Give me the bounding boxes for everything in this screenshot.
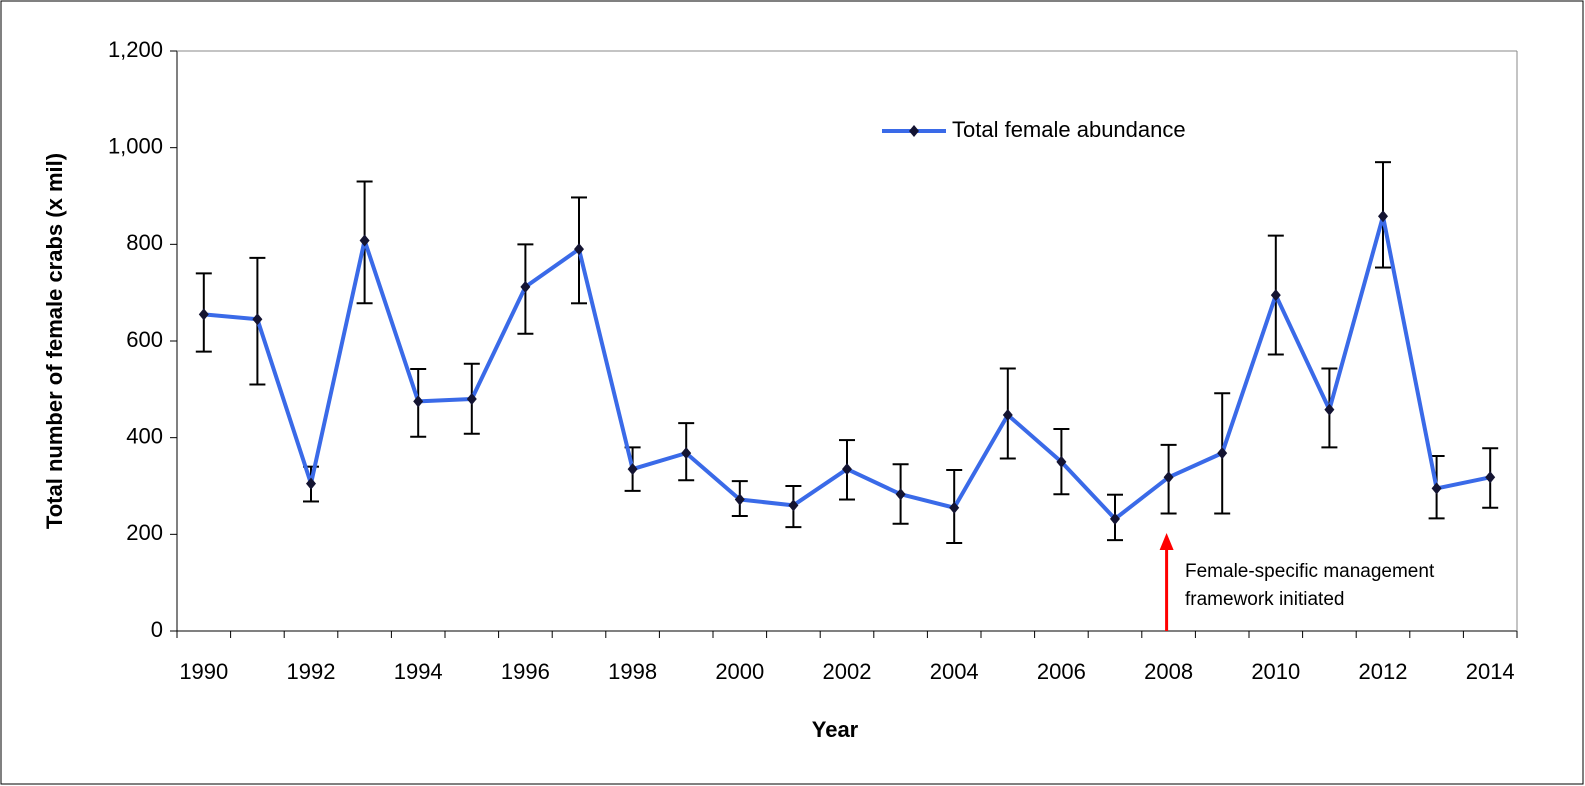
marker (1431, 482, 1442, 495)
x-tick-label: 1992 (287, 659, 336, 684)
marker (627, 463, 638, 476)
legend-label: Total female abundance (952, 117, 1186, 142)
marker (466, 393, 477, 405)
marker (734, 493, 745, 506)
marker (252, 313, 263, 326)
x-tick-label: 2010 (1251, 659, 1300, 684)
x-tick-label: 2006 (1037, 659, 1086, 684)
annotation-text: Female-specific management (1185, 561, 1435, 582)
x-tick-label: 1996 (501, 659, 550, 684)
marker (306, 477, 316, 490)
marker (359, 234, 370, 247)
marker (1002, 408, 1013, 421)
marker (1110, 512, 1120, 525)
marker (574, 243, 584, 256)
marker (1324, 403, 1335, 416)
marker (1270, 289, 1281, 302)
marker (1217, 447, 1228, 460)
x-tick-label: 2002 (823, 659, 872, 684)
marker (198, 308, 209, 321)
x-tick-label: 2012 (1359, 659, 1408, 684)
x-tick-label: 1994 (394, 659, 443, 684)
marker (895, 488, 906, 501)
annotation-text: framework initiated (1185, 589, 1344, 610)
marker (1378, 210, 1388, 223)
y-tick-label: 0 (151, 617, 163, 642)
marker (681, 447, 692, 460)
marker (1056, 455, 1067, 468)
marker (788, 499, 799, 512)
y-tick-label: 400 (126, 423, 163, 448)
y-tick-label: 800 (126, 230, 163, 255)
x-axis-title: Year (812, 717, 859, 742)
legend-marker (909, 125, 919, 137)
marker (1485, 471, 1496, 484)
annotation-arrowhead (1159, 533, 1174, 550)
y-tick-label: 1,200 (108, 37, 163, 62)
marker (949, 501, 960, 514)
x-tick-label: 2008 (1144, 659, 1193, 684)
marker (1163, 471, 1174, 484)
x-tick-label: 2014 (1466, 659, 1515, 684)
x-tick-label: 1998 (608, 659, 657, 684)
marker (520, 280, 531, 293)
y-tick-label: 600 (126, 327, 163, 352)
y-tick-label: 1,000 (108, 133, 163, 158)
y-tick-label: 200 (126, 520, 163, 545)
y-axis-title: Total number of female crabs (x mil) (42, 153, 67, 529)
marker (842, 463, 852, 476)
marker (413, 395, 424, 408)
x-tick-label: 2004 (930, 659, 979, 684)
x-tick-label: 2000 (715, 659, 764, 684)
x-tick-label: 1990 (179, 659, 228, 684)
